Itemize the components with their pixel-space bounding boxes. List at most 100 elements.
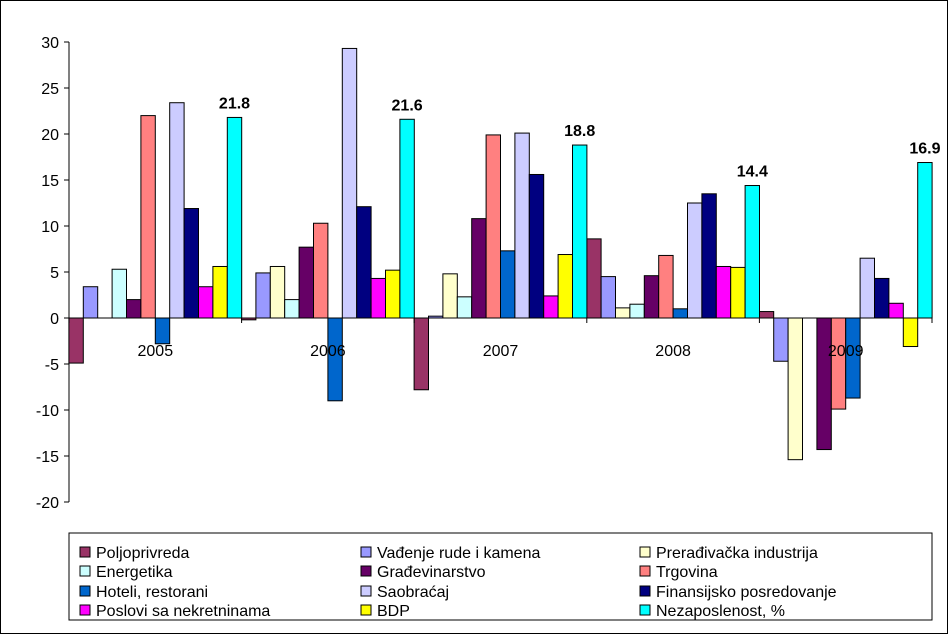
- bar: [313, 222, 329, 319]
- legend-label: Vađenje rude i kamena: [377, 545, 540, 562]
- bar: [615, 307, 631, 319]
- bar: [730, 266, 746, 319]
- y-tick-label: -10: [36, 403, 59, 420]
- legend-label: Finansijsko posredovanje: [656, 584, 837, 601]
- data-label: 18.8: [564, 123, 595, 140]
- bar: [413, 317, 430, 391]
- x-category-label: 2008: [655, 343, 691, 360]
- legend-swatch: [639, 585, 651, 597]
- bar: [629, 303, 645, 319]
- bar: [298, 246, 315, 319]
- bar: [82, 286, 99, 319]
- bar: [198, 286, 214, 319]
- bar: [370, 277, 387, 319]
- bar: [859, 257, 875, 319]
- bar: [672, 308, 688, 319]
- bar: [442, 273, 458, 319]
- y-tick-label: 20: [41, 127, 59, 144]
- legend-swatch: [360, 585, 372, 597]
- x-category-label: 2007: [483, 343, 519, 360]
- bar: [874, 277, 890, 319]
- legend-label: Građevinarstvo: [377, 564, 486, 581]
- y-tick-label: -5: [45, 357, 59, 374]
- y-tick-label: 15: [41, 173, 59, 190]
- data-label: 21.8: [219, 95, 250, 112]
- bar: [471, 218, 487, 319]
- legend-label: Hoteli, restorani: [96, 584, 208, 601]
- bar: [500, 250, 516, 319]
- legend-label: Energetika: [96, 564, 173, 581]
- legend-label: Trgovina: [656, 564, 718, 581]
- bar: [183, 208, 200, 319]
- legend-swatch: [360, 604, 372, 616]
- bar: [701, 193, 717, 319]
- y-tick-label: 10: [41, 219, 59, 236]
- bar: [600, 276, 616, 319]
- bar: [514, 132, 530, 319]
- data-label: 16.9: [909, 141, 940, 158]
- bar: [126, 299, 142, 319]
- bar: [356, 206, 372, 319]
- legend-swatch: [79, 585, 91, 597]
- bar: [154, 317, 171, 345]
- bar: [773, 317, 789, 362]
- legend-label: BDP: [377, 603, 410, 620]
- bar: [557, 254, 573, 319]
- bar: [226, 116, 243, 319]
- bar: [485, 134, 502, 319]
- bar: [787, 317, 803, 461]
- x-category-label: 2006: [310, 343, 346, 360]
- bar: [284, 299, 300, 319]
- bar: [744, 185, 760, 319]
- bar: [212, 265, 228, 319]
- bar: [140, 115, 156, 319]
- bar: [169, 102, 185, 319]
- bar: [917, 162, 933, 319]
- legend-swatch: [639, 565, 651, 577]
- y-tick-label: -15: [36, 449, 59, 466]
- legend: Poljoprivreda Vađenje rude i kamena Prerađ…: [68, 532, 933, 621]
- legend-box: [68, 532, 933, 621]
- legend-swatch: [639, 546, 651, 558]
- bar: [888, 302, 904, 319]
- y-tick-label: 5: [50, 265, 59, 282]
- y-tick-label: -20: [36, 495, 59, 512]
- legend-swatch: [79, 546, 91, 558]
- x-category-label: 2009: [828, 343, 864, 360]
- bar: [341, 47, 358, 319]
- bar: [572, 144, 588, 319]
- bars: [68, 47, 933, 461]
- legend-label: Saobraćaj: [377, 584, 449, 601]
- legend-label: Nezaposlenost, %: [656, 603, 785, 620]
- bar: [902, 317, 919, 348]
- legend-swatch: [79, 604, 91, 616]
- bar: [255, 272, 271, 319]
- legend-label: Prerađivačka industrija: [656, 545, 818, 562]
- y-tick-label: 0: [50, 311, 59, 328]
- bar: [658, 254, 674, 319]
- bar: [385, 269, 401, 319]
- bar: [528, 173, 545, 319]
- legend-swatch: [360, 565, 372, 577]
- y-tick-label: 25: [41, 81, 59, 98]
- bar: [643, 275, 660, 319]
- legend-swatch: [639, 604, 651, 616]
- legend-label: Poslovi sa nekretninama: [96, 603, 270, 620]
- data-label: 21.6: [392, 97, 423, 114]
- x-axis: 2005 2006 2007 2008 2009: [68, 317, 933, 360]
- x-category-label: 2005: [138, 343, 174, 360]
- legend-swatch: [360, 546, 372, 558]
- data-labels: 21.8 21.6 18.8 14.4 16.9: [219, 95, 941, 180]
- bar: [269, 265, 286, 319]
- bar: [586, 238, 602, 319]
- bar: [456, 296, 473, 319]
- bar: [687, 202, 703, 319]
- data-label: 14.4: [737, 164, 768, 181]
- bar: [715, 265, 732, 319]
- y-axis: 30 25 20 15 10 5 0 -5 -10 -15 -20: [36, 35, 70, 512]
- legend-label: Poljoprivreda: [96, 545, 189, 562]
- bar: [758, 311, 775, 319]
- bar: [543, 295, 559, 319]
- legend-swatch: [79, 565, 91, 577]
